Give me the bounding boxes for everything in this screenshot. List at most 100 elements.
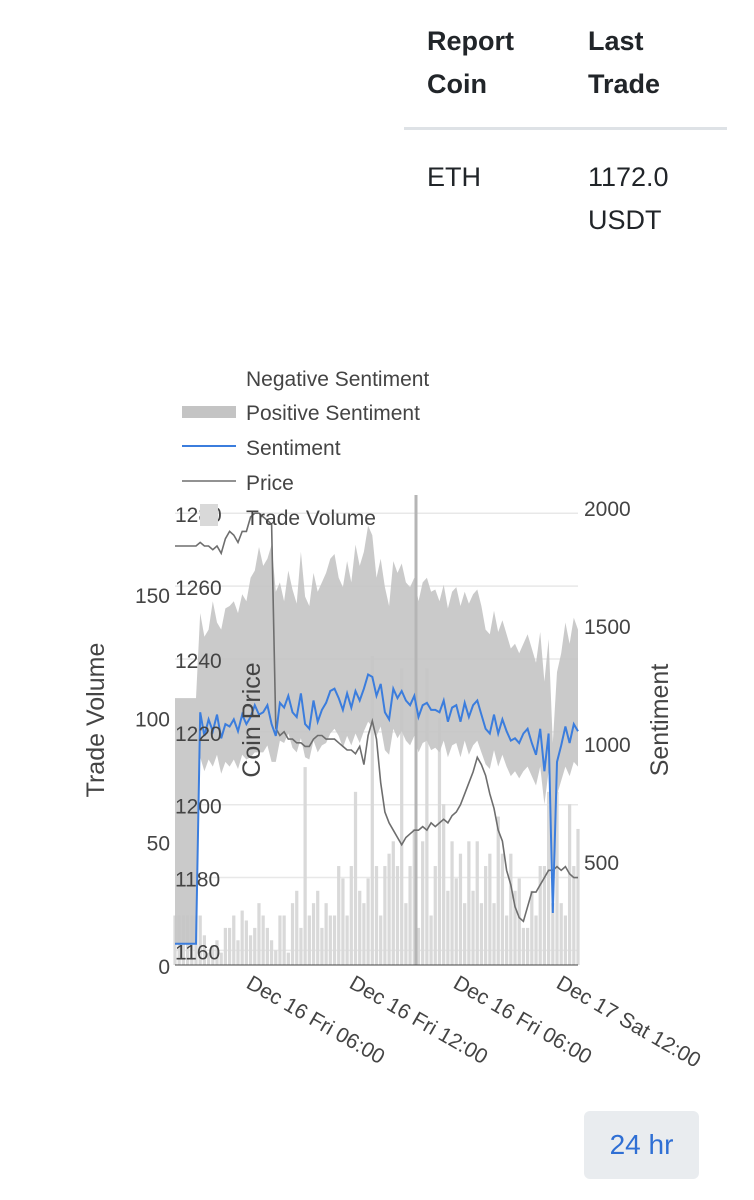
price-line xyxy=(175,512,578,923)
volume-axis-title: Trade Volume xyxy=(82,643,110,798)
volume-bar xyxy=(379,915,383,965)
sentiment-band xyxy=(175,525,578,944)
volume-bar xyxy=(442,804,446,965)
price-tick-label: 1240 xyxy=(175,650,222,673)
volume-bar xyxy=(576,828,580,965)
volume-bar xyxy=(286,952,290,965)
volume-bar xyxy=(484,866,488,965)
volume-bar xyxy=(446,890,450,965)
volume-bar xyxy=(534,915,538,965)
volume-bar xyxy=(232,915,236,965)
volume-bar xyxy=(328,915,332,965)
volume-bar xyxy=(307,915,311,965)
volume-bar xyxy=(542,866,547,965)
volume-bar xyxy=(387,853,391,965)
price-axis-title: Coin Price xyxy=(238,662,266,777)
volume-bar xyxy=(437,717,442,965)
volume-bar xyxy=(500,853,505,965)
sentiment-tick-label: 500 xyxy=(584,852,619,875)
volume-bar xyxy=(198,915,202,965)
volume-tick-label: 100 xyxy=(135,709,170,732)
volume-bar xyxy=(408,866,412,965)
volume-bar xyxy=(530,890,534,965)
volume-bar xyxy=(421,841,425,965)
volume-bar xyxy=(366,878,370,965)
volume-bar xyxy=(563,915,568,965)
volume-bar xyxy=(517,878,521,965)
volume-bar xyxy=(383,866,387,965)
volume-bar xyxy=(475,841,479,965)
volume-bar xyxy=(555,791,559,965)
column-header-report-coin: Report Coin xyxy=(427,26,514,99)
legend-sentiment: Sentiment xyxy=(246,437,341,460)
volume-bar xyxy=(303,767,307,965)
volume-bar xyxy=(261,915,265,965)
volume-bar xyxy=(345,915,349,965)
volume-bar xyxy=(248,935,253,965)
volume-bar xyxy=(240,910,244,965)
sentiment-tick-label: 1500 xyxy=(584,616,631,639)
volume-bar xyxy=(471,890,475,965)
price-tick-label: 1160 xyxy=(175,941,220,964)
volume-bar xyxy=(538,866,542,965)
volume-bar xyxy=(488,853,492,965)
volume-bar xyxy=(324,903,328,965)
volume-bar xyxy=(505,915,509,965)
volume-bar xyxy=(202,935,207,965)
volume-bar xyxy=(479,903,484,965)
volume-bar xyxy=(509,853,513,965)
sentiment-tick-label: 2000 xyxy=(584,498,631,521)
volume-bar xyxy=(311,903,316,965)
volume-bar xyxy=(253,927,257,965)
column-header-last-trade: Last Trade xyxy=(588,26,661,99)
volume-bar xyxy=(206,952,211,965)
volume-bar xyxy=(362,903,366,965)
legend-swatch-positive xyxy=(182,406,236,418)
volume-bar xyxy=(567,804,572,965)
volume-bar xyxy=(429,915,433,965)
volume-bar xyxy=(370,655,374,965)
range-24hr-button[interactable]: 24 hr xyxy=(584,1111,699,1179)
price-tick-label: 1260 xyxy=(175,577,222,600)
volume-bar xyxy=(412,828,416,965)
volume-bar xyxy=(546,791,551,965)
volume-bar xyxy=(521,927,526,965)
volume-bar xyxy=(244,920,248,965)
volume-bar xyxy=(211,945,215,965)
volume-bar xyxy=(391,841,395,965)
volume-bar xyxy=(496,816,500,965)
volume-bar xyxy=(404,903,408,965)
volume-bar xyxy=(463,903,467,965)
volume-bar xyxy=(269,940,274,965)
volume-bar xyxy=(332,915,337,965)
volume-bar xyxy=(320,927,324,965)
volume-bar xyxy=(425,668,429,965)
sentiment-price-chart: 0501001501160118012001220124012601280500… xyxy=(82,368,705,1072)
legend-trade-volume: Trade Volume xyxy=(246,507,376,530)
volume-bar xyxy=(223,927,227,965)
volume-bar xyxy=(265,927,269,965)
volume-bar xyxy=(450,841,454,965)
volume-bar xyxy=(492,903,496,965)
cell-coin: ETH xyxy=(427,162,481,192)
volume-bar xyxy=(572,866,576,965)
volume-bar xyxy=(513,890,517,965)
price-tick-label: 1180 xyxy=(175,869,220,892)
volume-bar xyxy=(274,950,278,965)
volume-bar xyxy=(341,878,345,965)
volume-bar xyxy=(526,927,530,965)
volume-bar xyxy=(467,841,471,965)
volume-bar xyxy=(433,866,437,965)
volume-bar xyxy=(236,940,240,965)
volume-bar xyxy=(458,853,463,965)
cell-last-trade: 1172.0 USDT xyxy=(588,162,669,235)
legend-negative-sentiment: Negative Sentiment xyxy=(246,368,429,391)
volume-bar xyxy=(295,890,299,965)
volume-bar xyxy=(278,915,282,965)
volume-tick-label: 150 xyxy=(135,585,170,608)
volume-bar xyxy=(349,866,353,965)
sentiment-tick-label: 1000 xyxy=(584,734,631,757)
volume-bar xyxy=(227,927,232,965)
volume-bar xyxy=(219,952,223,965)
price-tick-label: 1200 xyxy=(175,796,222,819)
